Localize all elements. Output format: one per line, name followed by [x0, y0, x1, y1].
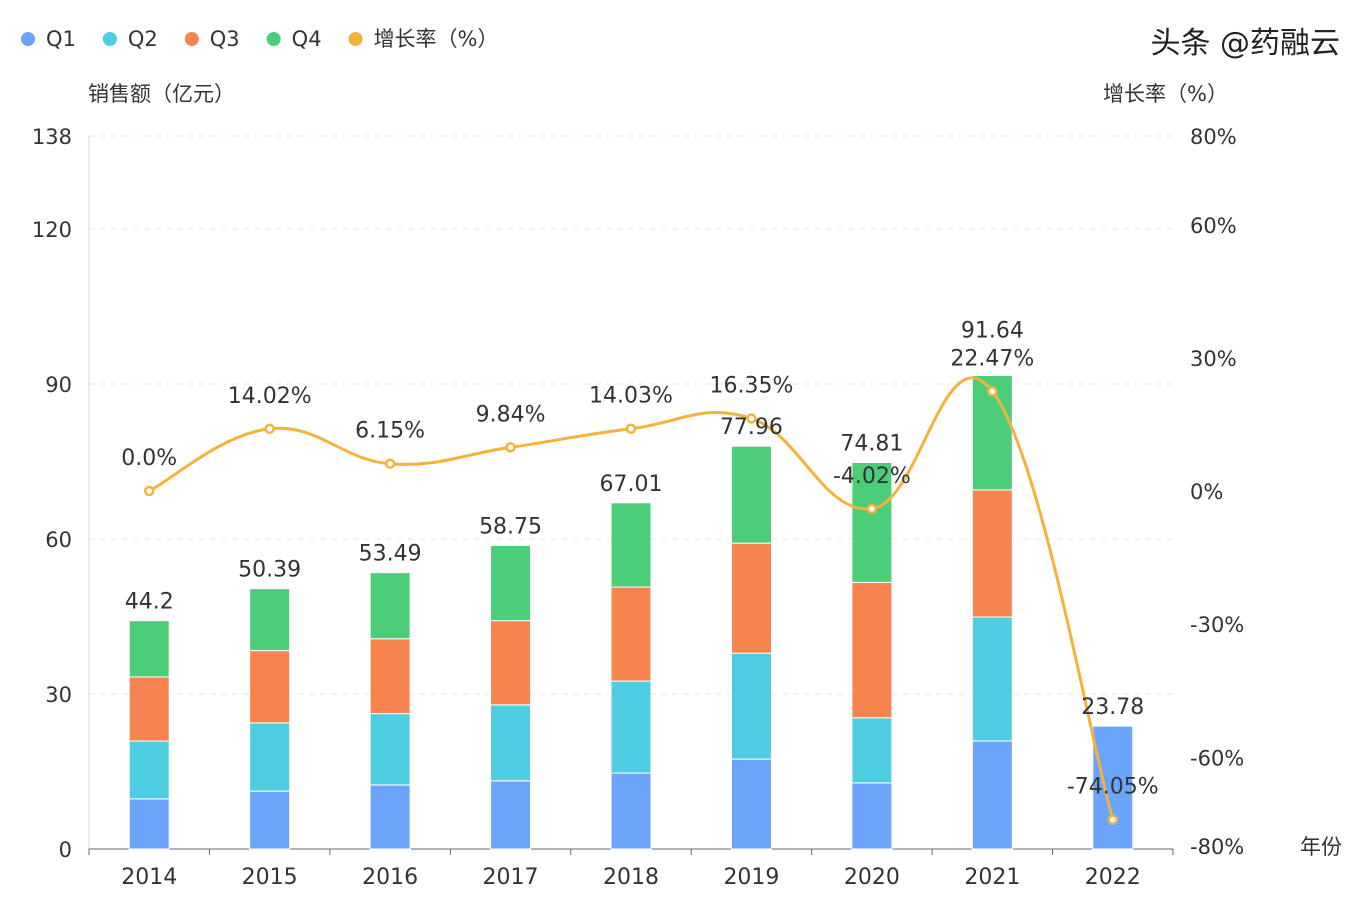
y-tick-label: 90 [45, 373, 72, 397]
bar-q1 [1092, 725, 1134, 850]
bar-q2 [128, 740, 170, 800]
bar-q1 [610, 772, 652, 850]
bar-q1 [369, 784, 411, 850]
total-label: 91.64 [961, 318, 1024, 343]
total-label: 53.49 [359, 542, 422, 567]
bar-q4 [369, 572, 411, 640]
bar-q2 [490, 704, 532, 782]
total-label: 74.81 [840, 431, 903, 456]
growth-rate-point [143, 485, 155, 497]
growth-rate-label: 6.15% [355, 419, 425, 444]
bar-q3 [851, 581, 893, 719]
total-label: 77.96 [720, 415, 783, 440]
x-tick-label: 2020 [844, 865, 900, 890]
growth-rate-label: 14.02% [228, 384, 312, 409]
legend-label: Q3 [210, 27, 240, 51]
legend-marker [21, 32, 35, 46]
growth-rate-label: 22.47% [950, 346, 1034, 371]
total-label: 58.75 [479, 514, 542, 539]
bar-q3 [730, 542, 772, 654]
legend-label: Q2 [128, 27, 158, 51]
y-right-tick-label: 60% [1190, 214, 1237, 238]
bar-q1 [249, 790, 291, 850]
legend-marker [184, 32, 199, 46]
legend-marker [348, 32, 363, 46]
total-label: 44.2 [125, 590, 174, 615]
x-tick-label: 2022 [1085, 865, 1141, 890]
growth-rate-label: 9.84% [476, 402, 546, 427]
growth-rate-label: 0.0% [121, 446, 177, 471]
watermark: 头条 @药融云 [1150, 26, 1340, 61]
y-right-tick-label: 30% [1190, 347, 1237, 371]
y-right-tick-label: -60% [1190, 746, 1244, 770]
total-label: 50.39 [238, 558, 301, 583]
bar-q4 [249, 588, 291, 652]
y-tick-label: 30 [45, 683, 72, 707]
growth-rate-label: 14.03% [589, 384, 673, 409]
y-tick-label: 0 [59, 838, 72, 862]
y-right-tick-label: -80% [1190, 835, 1244, 859]
x-tick-label: 2014 [121, 865, 177, 890]
growth-rate-point [1107, 814, 1119, 825]
bar-q2 [730, 652, 772, 760]
y-tick-label: 138 [32, 125, 72, 149]
growth-rate-label: -74.05% [1067, 775, 1159, 800]
x-tick-label: 2015 [242, 865, 298, 890]
legend-label: Q4 [292, 27, 322, 51]
bar-q1 [128, 798, 170, 850]
growth-rate-label: -4.02% [833, 464, 911, 489]
bar-q4 [490, 544, 532, 622]
growth-rate-point [505, 442, 516, 453]
growth-rate-label: 16.35% [709, 373, 793, 398]
growth-rate-line [148, 376, 1115, 821]
bar-q1 [971, 740, 1013, 850]
y-right-tick-label: 0% [1190, 480, 1223, 504]
bar-q3 [249, 650, 291, 724]
growth-rate-point [384, 458, 396, 469]
bar-q2 [610, 680, 652, 774]
growth-rate-point [746, 413, 757, 424]
bar-q3 [610, 586, 652, 682]
growth-rate-point [625, 423, 637, 434]
y-tick-label: 60 [45, 528, 72, 552]
bar-q1 [730, 758, 772, 850]
y-right-tick-label: -30% [1190, 613, 1244, 637]
bar-q4 [128, 620, 170, 678]
bar-q3 [490, 620, 532, 706]
bar-q4 [610, 502, 652, 588]
bar-q3 [971, 489, 1013, 618]
total-label: 23.78 [1081, 695, 1144, 720]
bar-q2 [971, 616, 1013, 742]
bar-q1 [851, 782, 893, 850]
y-tick-label: 120 [32, 218, 72, 242]
x-tick-label: 2021 [964, 865, 1020, 890]
legend-label: 增长率（%） [374, 27, 499, 51]
growth-rate-point [866, 503, 878, 515]
bar-q1 [490, 780, 532, 850]
bar-q2 [369, 713, 411, 786]
total-label: 67.01 [600, 472, 663, 497]
y-right-tick-label: 80% [1190, 125, 1237, 149]
growth-rate-point [264, 423, 275, 435]
bar-q2 [851, 717, 893, 784]
y-axis-title: 销售额（亿元） [88, 82, 235, 106]
x-tick-label: 2019 [723, 865, 779, 890]
legend-marker [266, 32, 281, 46]
x-tick-label: 2016 [362, 865, 418, 890]
x-axis-title: 年份 [1300, 835, 1342, 859]
bar-q4 [730, 445, 772, 544]
bar-q4 [851, 461, 893, 583]
legend-label: Q1 [46, 27, 76, 51]
legend-marker [102, 32, 117, 46]
x-tick-label: 2018 [603, 865, 659, 890]
growth-rate-point [987, 386, 998, 397]
bar-q3 [128, 676, 170, 742]
bar-q2 [249, 722, 291, 792]
y-right-axis-title: 增长率（%） [1103, 82, 1228, 106]
bar-q3 [369, 638, 411, 715]
x-tick-label: 2017 [483, 865, 539, 890]
